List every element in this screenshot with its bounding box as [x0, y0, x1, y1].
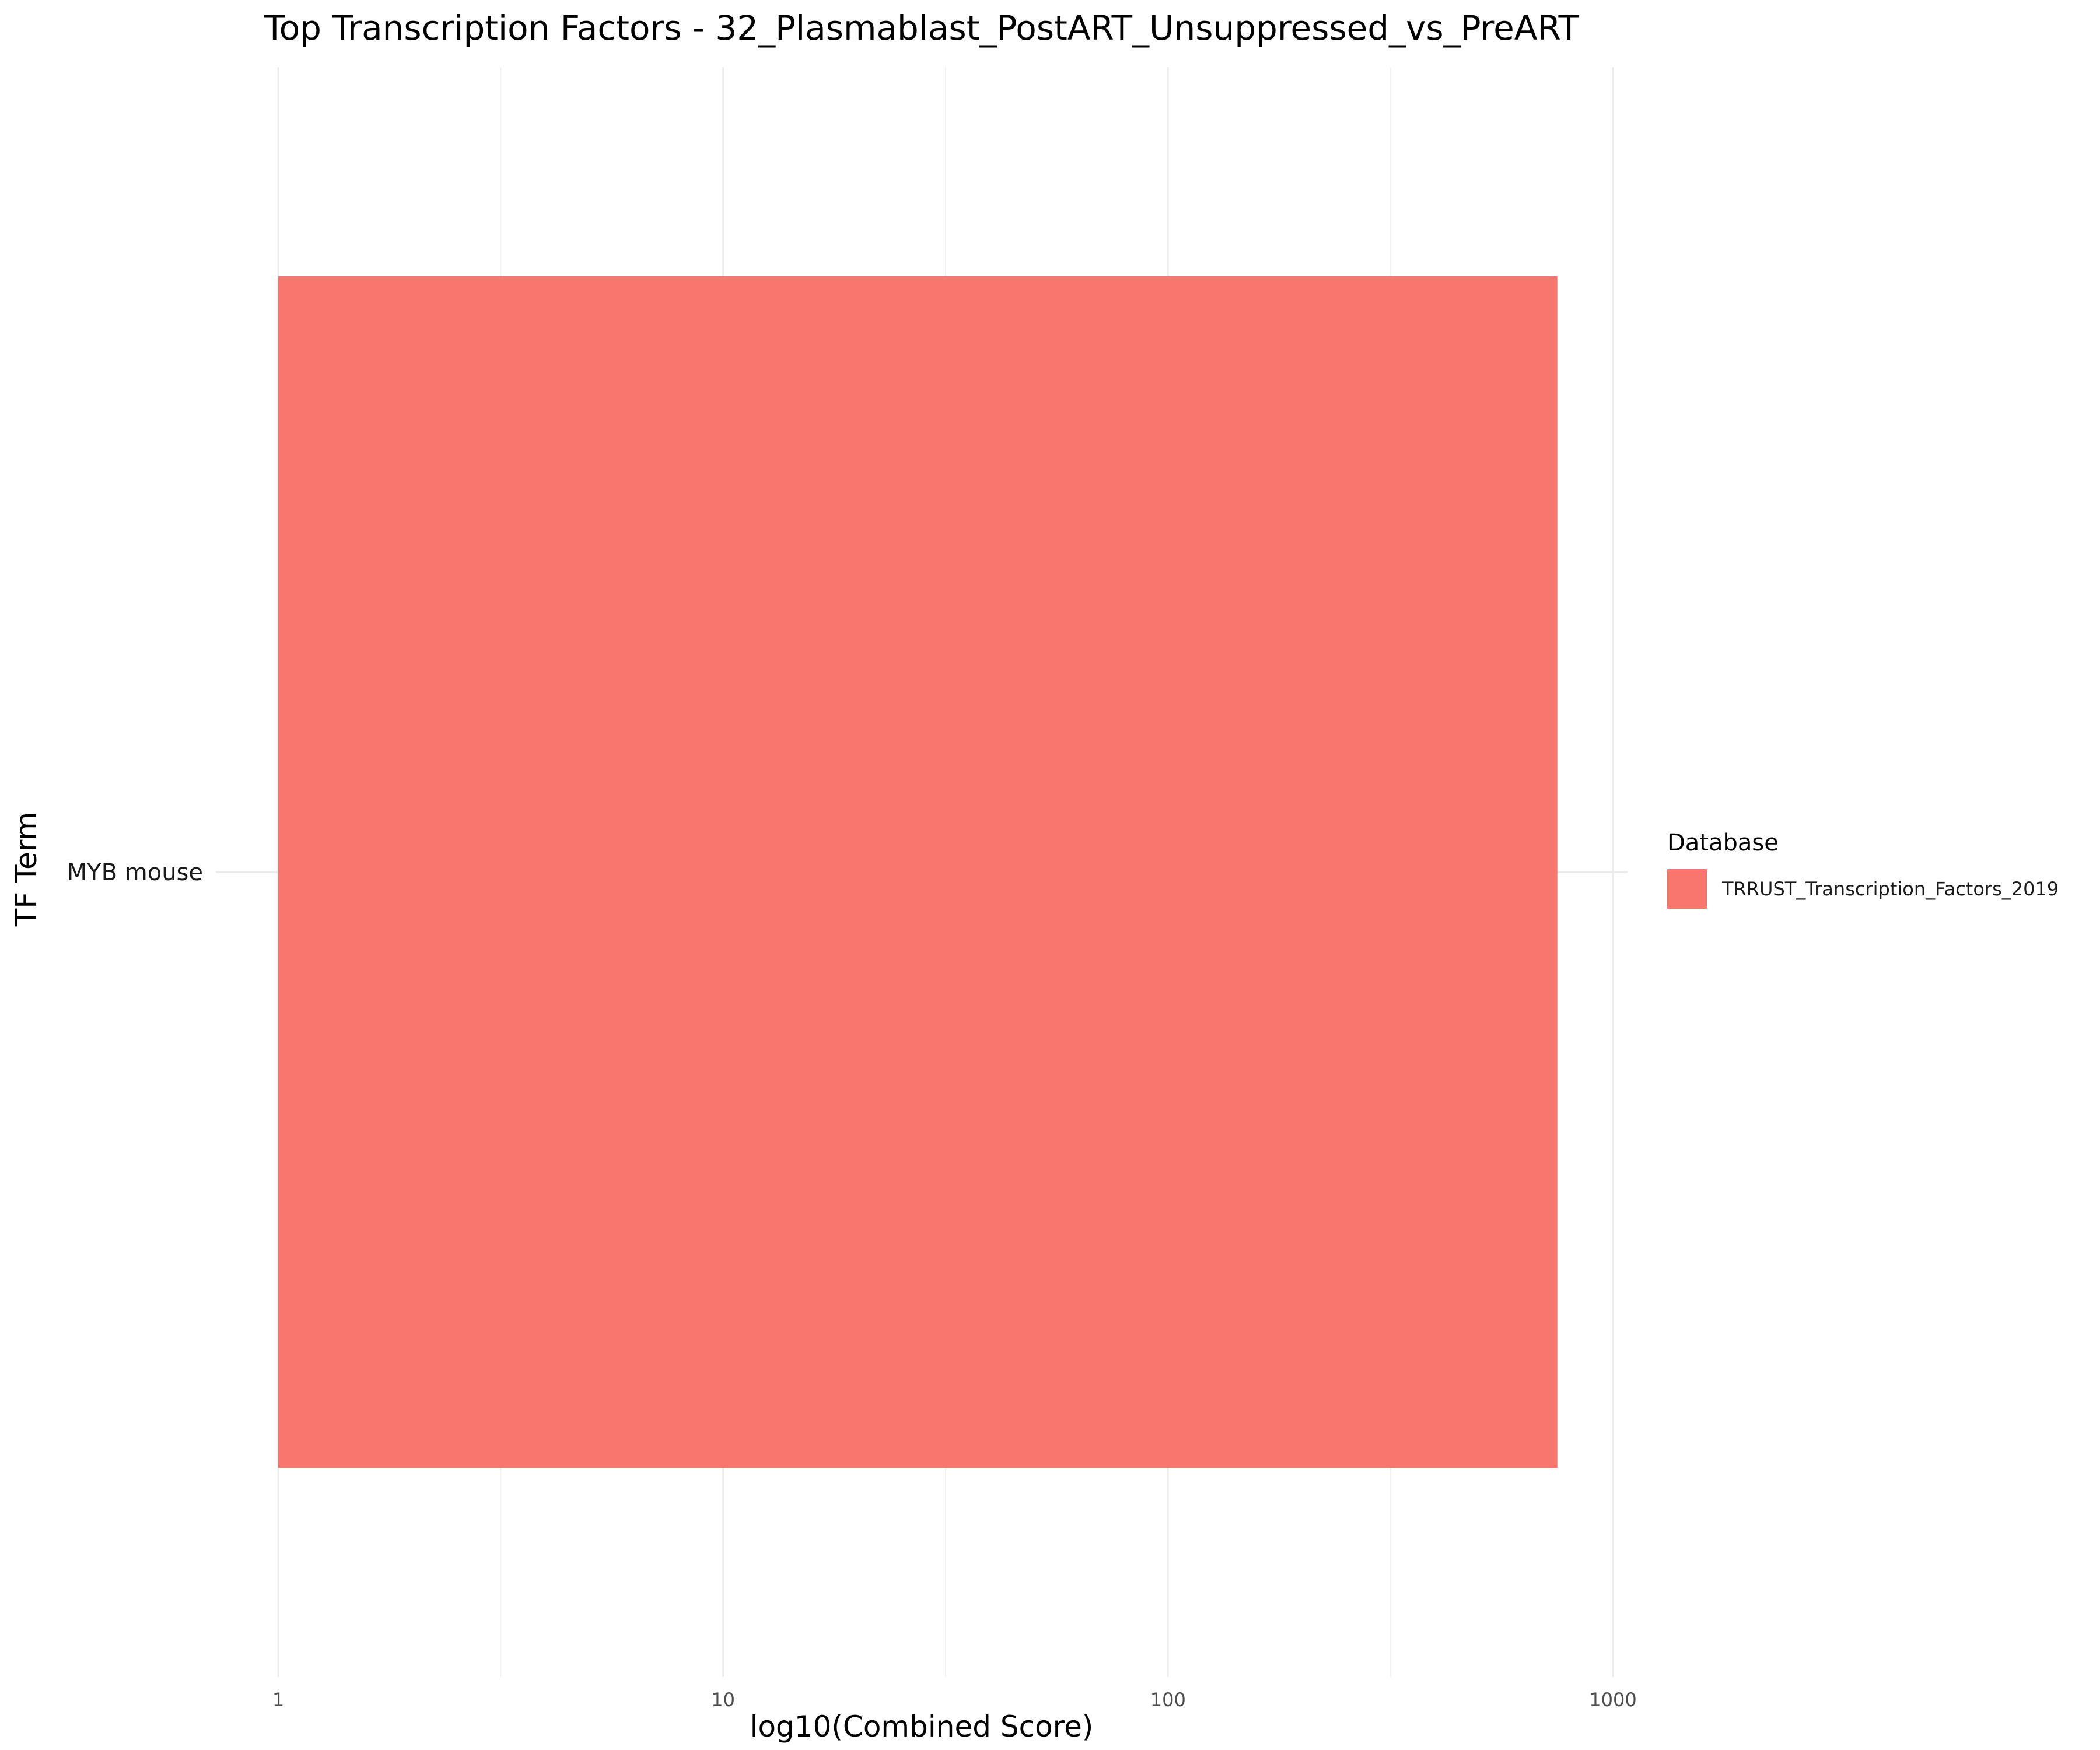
legend-title: Database: [1667, 830, 1779, 856]
legend-entries: TRRUST_Transcription_Factors_2019: [1667, 869, 2059, 909]
chart-title: Top Transcription Factors - 32_Plasmabla…: [264, 8, 1580, 48]
x-tick-label: 1: [272, 1689, 284, 1711]
y-axis-tick-labels: MYB mouse: [67, 859, 203, 886]
x-tick-label: 10: [711, 1689, 735, 1711]
y-tick-label: MYB mouse: [67, 859, 203, 886]
x-tick-label: 100: [1150, 1689, 1186, 1711]
x-axis-tick-labels: 1 10 100 1000: [272, 1689, 1637, 1711]
x-tick-label: 1000: [1589, 1689, 1636, 1711]
bars: [278, 276, 1558, 1468]
legend: Database TRRUST_Transcription_Factors_20…: [1667, 830, 2059, 909]
y-axis-title: TF Term: [9, 812, 43, 927]
bar-myb-mouse: [278, 276, 1558, 1468]
legend-swatch: [1667, 869, 1707, 909]
x-axis-title: log10(Combined Score): [750, 1710, 1094, 1744]
legend-entry-label: TRRUST_Transcription_Factors_2019: [1721, 878, 2059, 900]
